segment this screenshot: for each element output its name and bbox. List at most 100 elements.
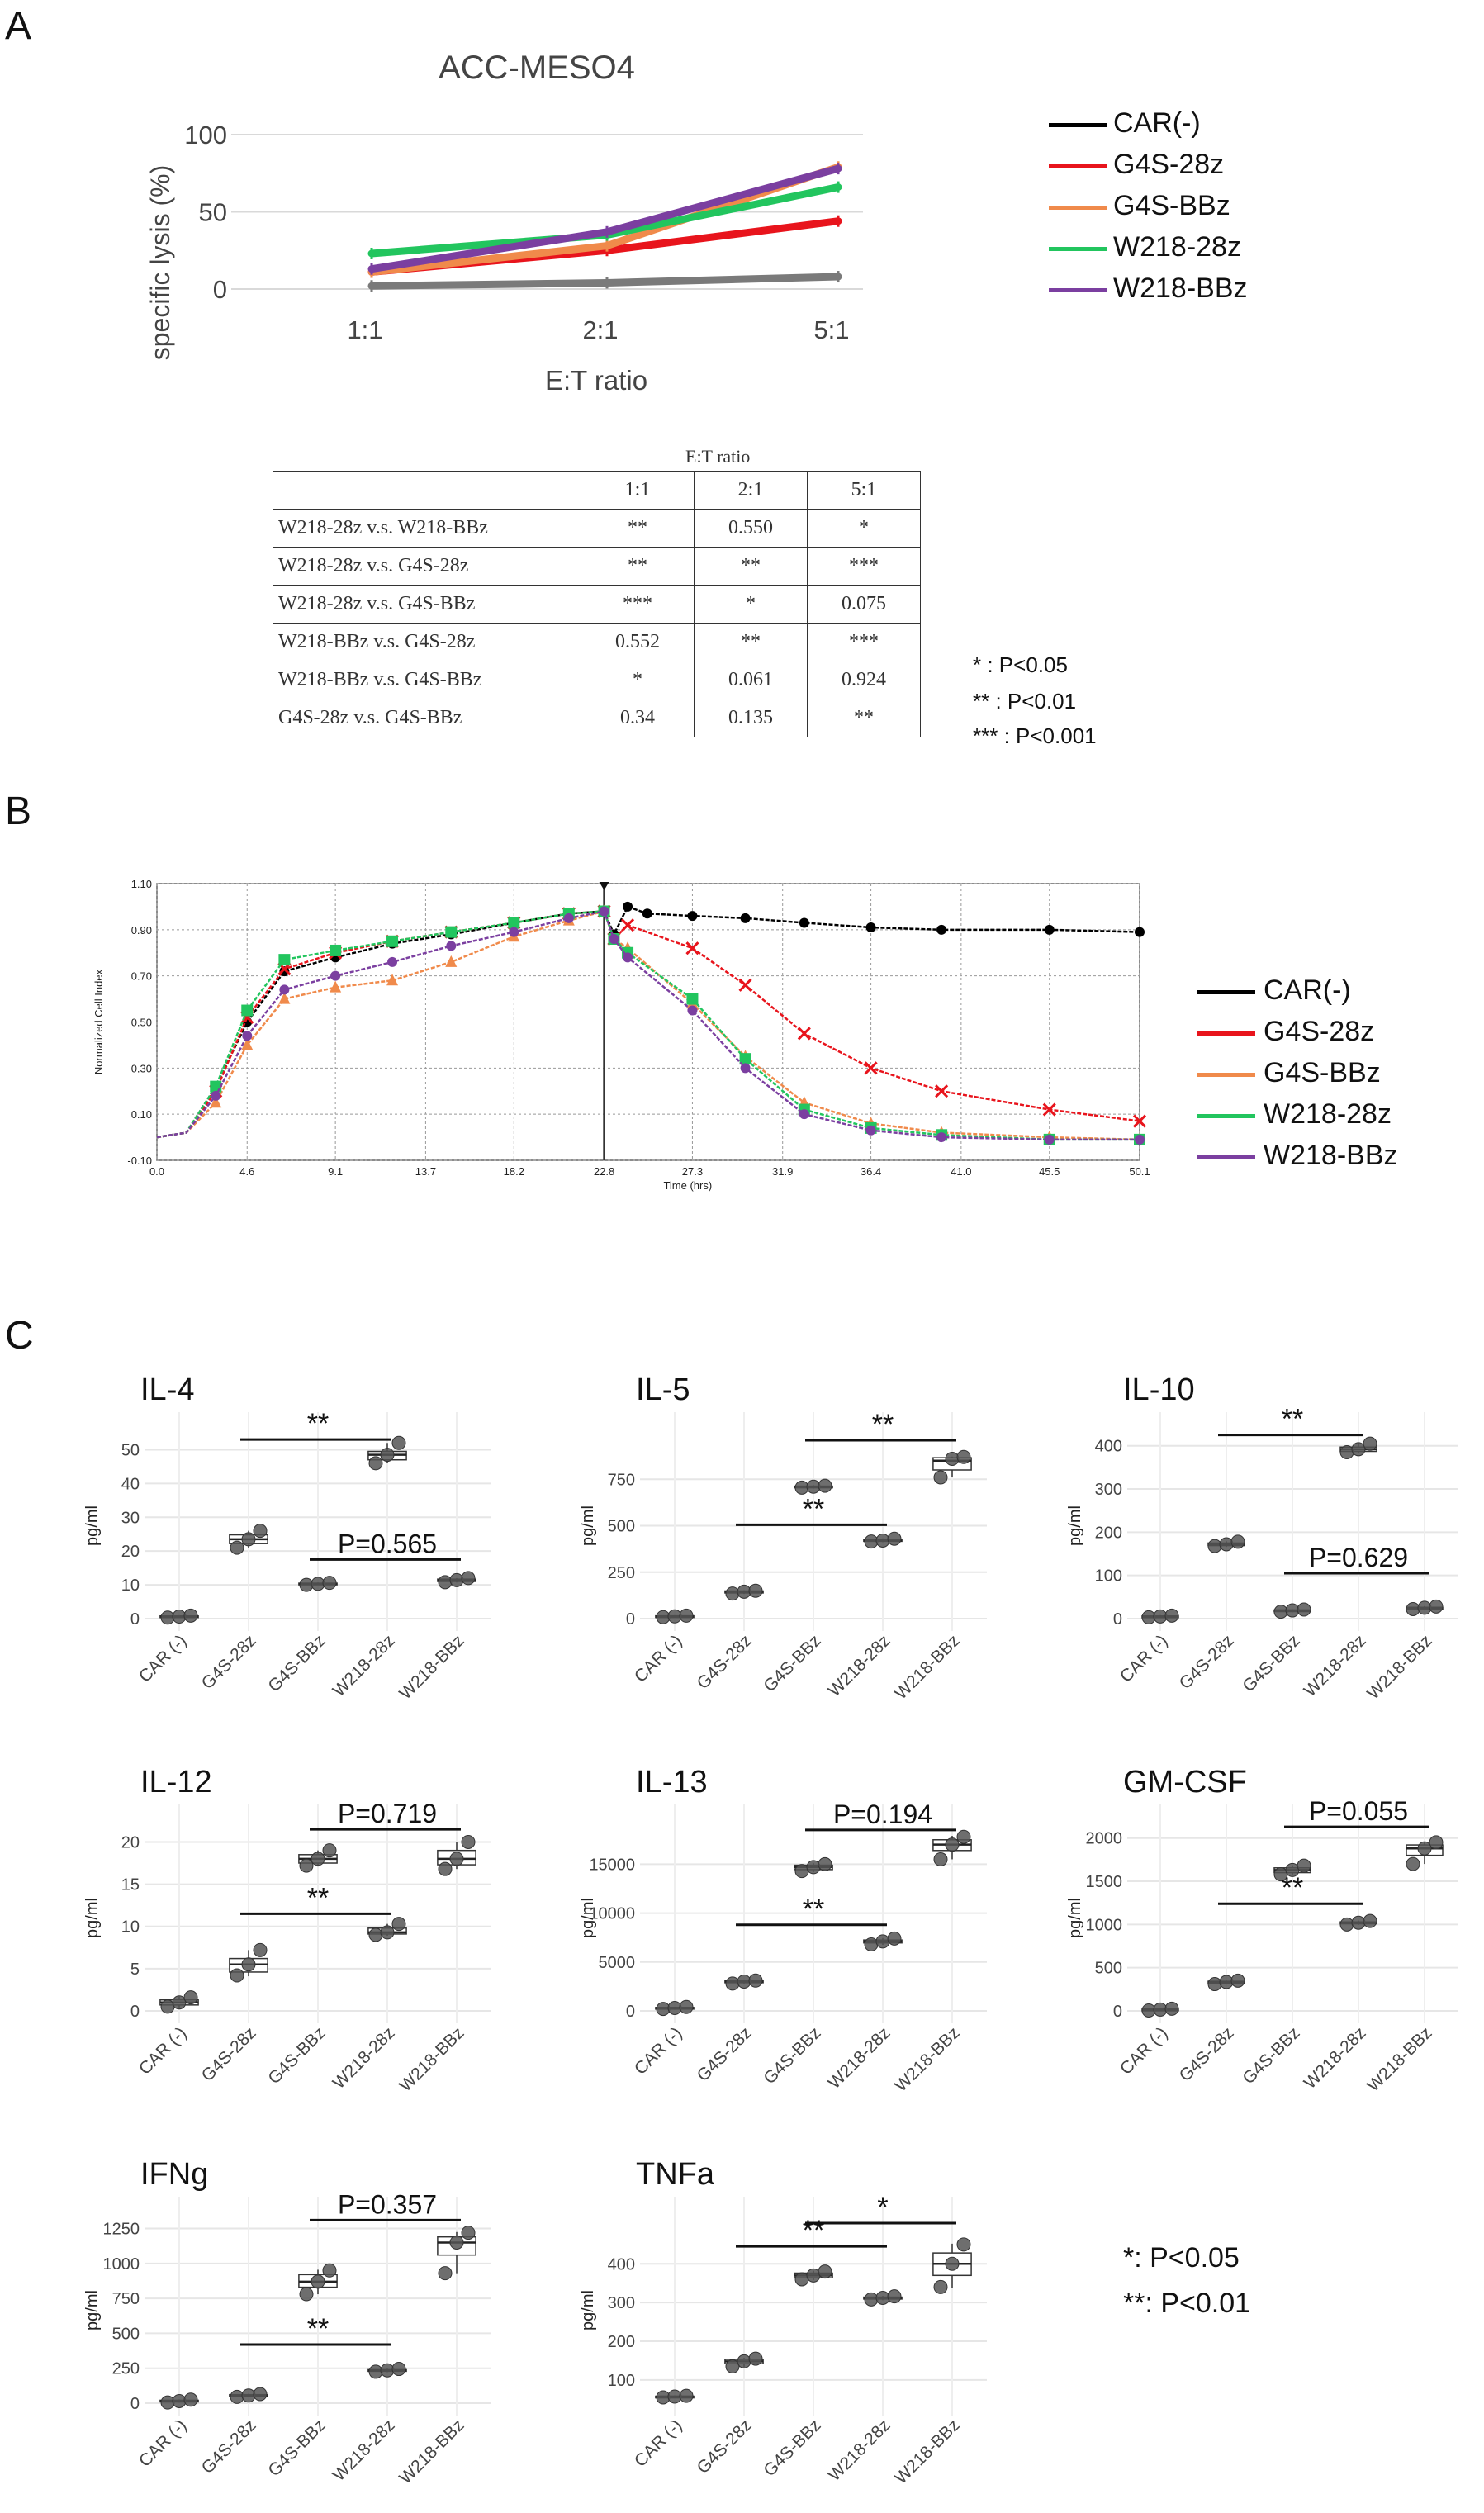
legend-label: W218-BBz [1113, 273, 1248, 304]
x-tick-label: G4S-BBz [1239, 2023, 1303, 2088]
sig-note: *: P<0.05 [1123, 2242, 1240, 2274]
legend-item: G4S-28z [1049, 149, 1224, 181]
data-point [818, 1856, 832, 1871]
table-row: W218-28z v.s. G4S-BBz *** * 0.075 [273, 585, 921, 624]
y-tick-label: 50 [121, 1441, 140, 1459]
x-tick-label: G4S-28z [694, 2023, 756, 2085]
y-axis-label: pg/ml [1066, 1505, 1084, 1546]
data-point [330, 970, 341, 981]
x-tick-label: 2:1 [582, 315, 618, 344]
y-tick-label: 30 [121, 1509, 140, 1527]
table-header-cell [273, 471, 581, 510]
data-point [806, 1860, 821, 1875]
data-point [679, 1999, 694, 2014]
data-point [387, 956, 398, 967]
legend-label: G4S-BBz [1264, 1057, 1381, 1088]
data-point [299, 1858, 314, 1873]
data-point [368, 2364, 383, 2379]
x-tick-label: W218-28z [330, 2023, 399, 2093]
data-point [322, 1843, 337, 1858]
data-point [956, 2237, 971, 2252]
data-point [449, 2235, 464, 2250]
x-tick-label: W218-28z [1301, 2023, 1370, 2093]
y-axis-label: pg/ml [579, 1898, 597, 1938]
x-tick-label: G4S-BBz [760, 2416, 824, 2480]
sig-label: ** [1282, 1404, 1303, 1435]
data-point [687, 1005, 698, 1016]
x-tick-label: W218-BBz [396, 2416, 467, 2487]
sig-label: P=0.719 [338, 1799, 437, 1828]
y-tick-label: 0 [626, 2003, 635, 2021]
data-point [875, 2291, 890, 2305]
sig-label: ** [872, 1409, 894, 1440]
data-point [172, 2393, 187, 2408]
data-point [391, 1435, 406, 1450]
legend-item: G4S-BBz [1197, 1057, 1381, 1089]
data-point [956, 1449, 971, 1464]
series-line-CAR(-) [367, 273, 842, 290]
data-point [211, 1090, 221, 1101]
chart-title: IL-12 [140, 1765, 212, 1799]
y-tick-label: 1.10 [131, 878, 152, 890]
x-tick-label: G4S-BBz [760, 2023, 824, 2088]
data-point [253, 1524, 268, 1539]
data-point [933, 1852, 948, 1866]
x-tick-label: G4S-28z [694, 2416, 756, 2477]
boxplot-il10: 0 100 200 300 400 IL-10 pg/ml CAR (-) G4S-28z G4S… [1066, 1373, 1458, 1704]
legend-swatch [1197, 1113, 1255, 1118]
data-point [738, 978, 752, 992]
data-point [818, 2264, 832, 2279]
sig-note: * : P<0.05 [973, 652, 1068, 677]
data-point [1207, 1539, 1222, 1553]
legend-swatch [1197, 1031, 1255, 1036]
data-point [748, 2351, 763, 2366]
y-tick-label: 0 [213, 275, 227, 304]
y-tick-label: 500 [1095, 1960, 1122, 1978]
data-point [241, 2388, 256, 2403]
data-point [172, 1995, 187, 2010]
data-point [797, 1027, 811, 1041]
table-cell: 0.075 [807, 585, 921, 624]
data-point [241, 1957, 256, 1972]
data-point [160, 2395, 175, 2410]
data-point [1042, 1102, 1056, 1117]
x-tick-label: CAR (-) [1117, 1631, 1172, 1686]
y-tick-label: 0.30 [131, 1062, 152, 1074]
x-tick-label: CAR (-) [135, 2023, 191, 2079]
boxplot-il13: 0 5000 10000 15000 IL-13 pg/ml CAR (-) G4S-28z G… [579, 1765, 987, 2096]
y-tick-label: -0.10 [127, 1155, 152, 1167]
legend-label: W218-28z [1113, 231, 1241, 263]
data-point [299, 2287, 314, 2302]
x-tick-label: CAR (-) [631, 2416, 686, 2471]
data-point [1339, 1445, 1354, 1460]
data-point [945, 2256, 960, 2271]
data-point [864, 2292, 879, 2307]
sig-label: P=0.357 [338, 2189, 437, 2219]
data-point [1406, 1601, 1420, 1616]
data-point [1429, 1599, 1444, 1614]
data-point [380, 1925, 395, 1940]
data-point [183, 1990, 198, 2005]
legend-swatch [1049, 246, 1107, 251]
data-point [865, 922, 876, 933]
x-tick-label: CAR (-) [1117, 2023, 1172, 2079]
x-tick-label: 0.0 [149, 1165, 164, 1178]
table-cell: *** [581, 585, 695, 624]
y-tick-label: 0 [626, 1610, 635, 1629]
data-point [737, 2354, 751, 2368]
x-tick-label: 4.6 [239, 1165, 254, 1178]
data-point [241, 1038, 254, 1050]
y-tick-label: 1500 [1086, 1873, 1123, 1891]
data-point [725, 1976, 740, 1991]
data-point [368, 1927, 383, 1942]
table-header-cell: 1:1 [581, 471, 695, 510]
table-row: W218-BBz v.s. G4S-BBz * 0.061 0.924 [273, 661, 921, 699]
x-tick-label: G4S-28z [1176, 2023, 1238, 2085]
legend-label: W218-BBz [1264, 1140, 1398, 1171]
panel-label-a: A [5, 4, 32, 48]
chart-title: IL-5 [636, 1373, 690, 1407]
y-axis-label: pg/ml [83, 1505, 102, 1546]
data-point [740, 913, 751, 923]
x-tick-label: 36.4 [861, 1165, 881, 1178]
y-tick-label: 400 [608, 2255, 635, 2274]
